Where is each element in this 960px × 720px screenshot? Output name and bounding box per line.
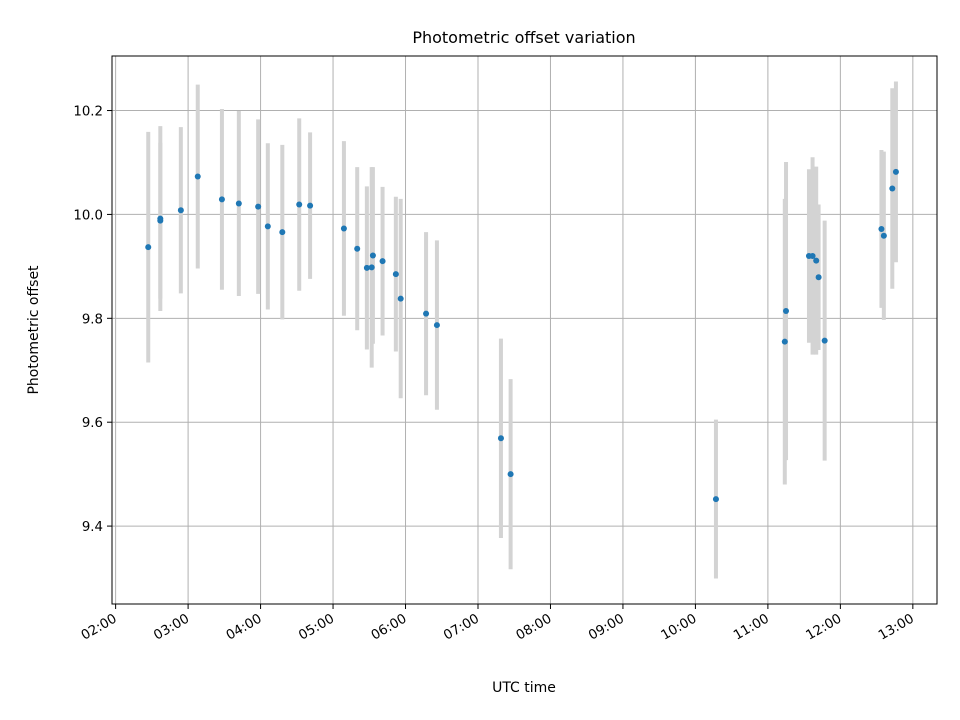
x-tick-label: 03:00 xyxy=(151,611,192,643)
data-point xyxy=(397,295,404,302)
x-tick-label: 08:00 xyxy=(514,611,555,643)
data-point xyxy=(340,225,347,232)
data-point xyxy=(145,244,152,251)
data-point xyxy=(157,217,164,224)
y-axis-ticks: 9.4 9.6 9.8 10.0 10.2 xyxy=(73,105,112,535)
data-points xyxy=(145,168,899,503)
data-point xyxy=(279,229,286,236)
data-point xyxy=(296,201,303,208)
x-tick-label: 13:00 xyxy=(876,611,917,643)
x-tick-label: 07:00 xyxy=(441,611,482,643)
data-point xyxy=(878,225,885,232)
y-axis-label: Photometric offset xyxy=(26,265,42,395)
x-tick-label: 06:00 xyxy=(369,611,410,643)
x-tick-label: 10:00 xyxy=(659,611,700,643)
data-point xyxy=(363,264,370,271)
data-point xyxy=(507,471,514,478)
data-point xyxy=(307,202,314,209)
chart-title: Photometric offset variation xyxy=(412,28,635,47)
x-tick-label: 04:00 xyxy=(224,611,265,643)
data-point xyxy=(218,196,225,203)
x-tick-label: 09:00 xyxy=(586,611,627,643)
y-tick-label: 9.8 xyxy=(82,312,103,327)
data-point xyxy=(783,308,790,315)
data-point xyxy=(433,322,440,329)
data-point xyxy=(813,257,820,264)
x-axis-label: UTC time xyxy=(492,680,556,696)
data-point xyxy=(889,185,896,192)
data-point xyxy=(379,258,386,265)
data-point xyxy=(423,310,430,317)
x-tick-label: 11:00 xyxy=(731,611,772,643)
y-tick-label: 9.6 xyxy=(82,416,103,431)
data-point xyxy=(177,207,184,214)
data-point xyxy=(497,435,504,442)
data-point xyxy=(354,245,361,252)
data-point xyxy=(369,252,376,259)
data-point xyxy=(392,271,399,278)
y-tick-label: 10.0 xyxy=(73,208,103,223)
data-point xyxy=(712,496,719,503)
y-tick-label: 9.4 xyxy=(82,520,103,535)
data-point xyxy=(880,232,887,239)
grid xyxy=(112,56,937,604)
data-point xyxy=(235,200,242,207)
y-tick-label: 10.2 xyxy=(73,105,103,120)
data-point xyxy=(892,168,899,175)
x-tick-label: 12:00 xyxy=(804,611,845,643)
x-axis-ticks: 02:00 03:00 04:00 05:00 06:00 07:00 08:00 09:00… xyxy=(79,604,917,644)
x-tick-label: 02:00 xyxy=(79,611,120,643)
data-point xyxy=(194,173,201,180)
x-tick-label: 05:00 xyxy=(296,611,337,643)
data-point xyxy=(264,223,271,230)
data-point xyxy=(368,264,375,271)
data-point xyxy=(815,274,822,281)
data-point xyxy=(821,337,828,344)
data-point xyxy=(809,252,816,259)
data-point xyxy=(255,203,262,210)
data-point xyxy=(781,338,788,345)
plot-frame xyxy=(111,55,938,605)
